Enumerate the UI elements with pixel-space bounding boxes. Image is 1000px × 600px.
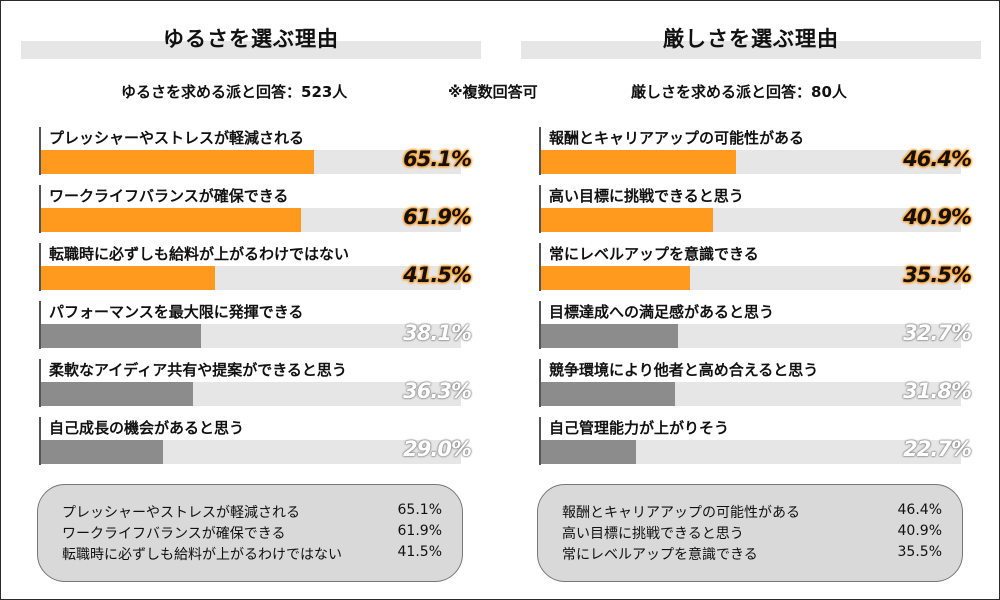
bar-item: 転職時に必ずしも給料が上がるわけではない 41.5% [21, 237, 481, 291]
value-label: 22.7% [903, 437, 972, 461]
bar-track [541, 324, 961, 348]
value-label: 32.7% [903, 321, 972, 345]
item-accent-line [39, 301, 41, 349]
summary-label: 報酬とキャリアアップの可能性がある [562, 505, 800, 521]
item-accent-line [39, 359, 41, 407]
bar-track [541, 208, 961, 232]
bar-item: 柔軟なアイディア共有や提案ができると思う 36.3% [21, 353, 481, 407]
bar-item: 競争環境により他者と高め合えると思う 31.8% [521, 353, 981, 407]
bar-label: 競争環境により他者と高め合えると思う [549, 361, 819, 379]
bar-track [41, 150, 461, 174]
respondent-count: ゆるさを求める派と回答：523人 [121, 83, 348, 101]
title-band [21, 41, 481, 59]
bar-track [41, 324, 461, 348]
summary-label: プレッシャーやストレスが軽減される [62, 505, 300, 521]
title-band [521, 41, 981, 59]
bar [41, 208, 301, 232]
panel-strictness: 厳しさを選ぶ理由 厳しさを求める派と回答：80人 報酬とキャリアアップの可能性が… [521, 1, 981, 599]
bar [541, 150, 736, 174]
item-accent-line [539, 127, 541, 175]
bar-item: 高い目標に挑戦できると思う 40.9% [521, 179, 981, 233]
bar-item: 目標達成への満足感があると思う 32.7% [521, 295, 981, 349]
item-accent-line [39, 417, 41, 465]
bar-track [41, 266, 461, 290]
value-label: 61.9% [403, 205, 472, 229]
summary-value: 65.1% [397, 502, 442, 518]
item-accent-line [539, 243, 541, 291]
bar-item: 報酬とキャリアアップの可能性がある 46.4% [521, 121, 981, 175]
item-accent-line [539, 359, 541, 407]
panel-title: ゆるさを選ぶ理由 [163, 27, 339, 51]
summary-value: 46.4% [897, 502, 942, 518]
panel-title: 厳しさを選ぶ理由 [663, 27, 839, 51]
value-label: 41.5% [403, 263, 472, 287]
bar-track [541, 266, 961, 290]
summary-value: 41.5% [397, 544, 442, 560]
value-label: 46.4% [903, 147, 972, 171]
bar [41, 324, 202, 348]
bar-item: 常にレベルアップを意識できる 35.5% [521, 237, 981, 291]
value-label: 65.1% [403, 147, 472, 171]
bar-track [541, 440, 961, 464]
value-label: 29.0% [403, 437, 472, 461]
summary-label: ワークライフバランスが確保できる [62, 526, 286, 542]
item-accent-line [39, 185, 41, 233]
bar-label: ワークライフバランスが確保できる [49, 187, 289, 205]
bar [541, 324, 679, 348]
item-accent-line [539, 301, 541, 349]
value-label: 40.9% [903, 205, 972, 229]
bar-track [41, 382, 461, 406]
bar [541, 440, 637, 464]
bar-track [41, 440, 461, 464]
bar [41, 440, 163, 464]
bar-item: ワークライフバランスが確保できる 61.9% [21, 179, 481, 233]
bar [41, 382, 194, 406]
bar [541, 266, 691, 290]
summary-label: 常にレベルアップを意識できる [562, 547, 758, 563]
summary-value: 40.9% [897, 523, 942, 539]
bar-item: 自己管理能力が上がりそう 22.7% [521, 411, 981, 465]
panel-leniency: ゆるさを選ぶ理由 ゆるさを求める派と回答：523人 プレッシャーやストレスが軽減… [21, 1, 481, 599]
bar-track [41, 208, 461, 232]
bar-track [541, 382, 961, 406]
bar-item: パフォーマンスを最大限に発揮できる 38.1% [21, 295, 481, 349]
bar-label: 柔軟なアイディア共有や提案ができると思う [49, 361, 347, 379]
bar [41, 150, 315, 174]
bar-label: 高い目標に挑戦できると思う [549, 187, 744, 205]
bar-label: 自己成長の機会があると思う [49, 419, 245, 437]
respondent-count: 厳しさを求める派と回答：80人 [631, 83, 847, 101]
bar [541, 382, 675, 406]
summary-value: 35.5% [897, 544, 942, 560]
value-label: 31.8% [903, 379, 972, 403]
bar [41, 266, 216, 290]
bar-label: パフォーマンスを最大限に発揮できる [49, 303, 304, 321]
bar-item: プレッシャーやストレスが軽減される 65.1% [21, 121, 481, 175]
summary-box: プレッシャーやストレスが軽減される 65.1% ワークライフバランスが確保できる 61… [37, 484, 463, 582]
bar-track [541, 150, 961, 174]
summary-box: 報酬とキャリアアップの可能性がある 46.4% 高い目標に挑戦できると思う 40.9%… [537, 484, 963, 582]
bar-label: 目標達成への満足感があると思う [549, 303, 775, 321]
summary-value: 61.9% [397, 523, 442, 539]
bar-item: 自己成長の機会があると思う 29.0% [21, 411, 481, 465]
bar-label: 報酬とキャリアアップの可能性がある [549, 129, 805, 147]
bar-label: 自己管理能力が上がりそう [549, 419, 730, 437]
value-label: 35.5% [903, 263, 972, 287]
bar [541, 208, 713, 232]
bar-label: 常にレベルアップを意識できる [549, 245, 759, 263]
summary-label: 高い目標に挑戦できると思う [562, 526, 744, 542]
value-label: 36.3% [403, 379, 472, 403]
multiple-answers-note: ※複数回答可 [448, 83, 538, 101]
summary-label: 転職時に必ずしも給料が上がるわけではない [62, 547, 342, 563]
bar-label: プレッシャーやストレスが軽減される [49, 129, 305, 147]
item-accent-line [539, 417, 541, 465]
item-accent-line [39, 243, 41, 291]
item-accent-line [39, 127, 41, 175]
value-label: 38.1% [403, 321, 472, 345]
item-accent-line [539, 185, 541, 233]
bar-label: 転職時に必ずしも給料が上がるわけではない [49, 245, 350, 263]
